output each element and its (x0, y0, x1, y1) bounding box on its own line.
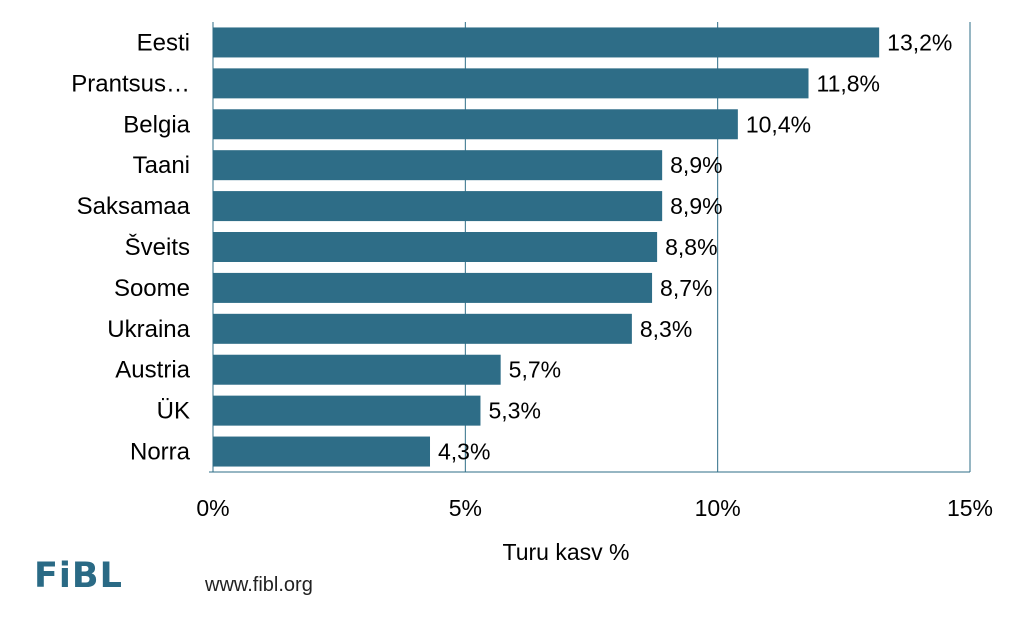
value-label-3: 8,9% (670, 152, 722, 178)
x-tick-label-2: 10% (695, 495, 741, 521)
bar-9 (213, 395, 481, 426)
category-label-9: ÜK (157, 398, 190, 425)
bar-0 (213, 27, 880, 58)
value-label-2: 10,4% (746, 111, 811, 137)
x-tick-label-3: 15% (947, 495, 993, 521)
value-label-8: 5,7% (509, 357, 561, 383)
category-label-0: Eesti (137, 29, 190, 56)
bar-7 (213, 313, 632, 344)
value-label-0: 13,2% (887, 29, 952, 55)
value-label-10: 4,3% (438, 439, 490, 465)
value-label-6: 8,7% (660, 275, 712, 301)
value-label-1: 11,8% (817, 70, 881, 96)
category-label-2: Belgia (123, 111, 190, 138)
category-label-10: Norra (130, 439, 191, 466)
category-label-6: Soome (114, 275, 190, 302)
bar-3 (213, 150, 663, 181)
value-label-9: 5,3% (488, 398, 540, 424)
bar-2 (213, 109, 738, 140)
bar-8 (213, 354, 501, 385)
bars (213, 27, 880, 467)
bar-4 (213, 191, 663, 222)
x-tick-label-1: 5% (449, 495, 482, 521)
fibl-logo: FiBL (34, 556, 123, 596)
value-label-4: 8,9% (670, 193, 722, 219)
category-label-4: Saksamaa (77, 193, 191, 220)
x-tick-label-0: 0% (196, 495, 229, 521)
bar-10 (213, 436, 431, 467)
bar-6 (213, 272, 653, 303)
bar-1 (213, 68, 809, 99)
category-label-1: Prantsus… (71, 70, 190, 97)
category-label-3: Taani (133, 152, 190, 179)
category-label-8: Austria (115, 357, 190, 384)
value-label-7: 8,3% (640, 316, 692, 342)
x-axis-title: Turu kasv % (503, 539, 630, 565)
category-label-5: Šveits (125, 233, 190, 261)
value-labels: 13,2%11,8%10,4% 8,9% 8,9% 8,8% 8,7% 8,3% 5,7% 5… (438, 29, 952, 464)
bar-5 (213, 232, 658, 262)
category-labels: Eesti Prantsus… Belgia Taani Saksamaa Šveits S… (71, 29, 190, 465)
x-axis-ticks: 0% 5% 10% 15% (196, 495, 993, 521)
website-url: www.fibl.org (205, 574, 313, 596)
category-label-7: Ukraina (107, 316, 190, 343)
value-label-5: 8,8% (665, 234, 717, 260)
